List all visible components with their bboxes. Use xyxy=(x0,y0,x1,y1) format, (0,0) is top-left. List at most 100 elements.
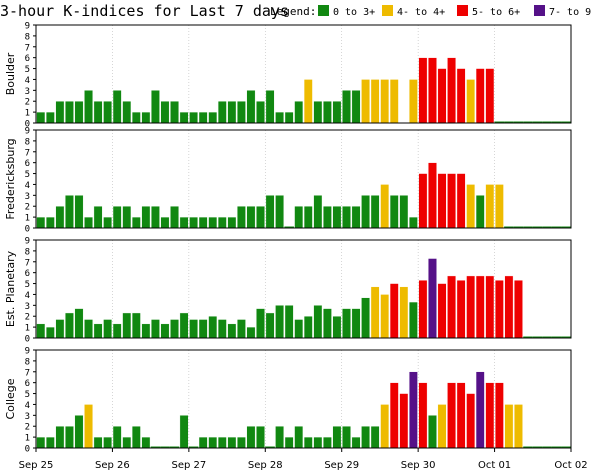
k-index-bar xyxy=(351,90,361,124)
k-index-bar xyxy=(466,184,476,229)
k-index-bar xyxy=(45,111,55,124)
k-index-bar xyxy=(513,226,524,228)
k-index-bar xyxy=(294,206,304,229)
k-index-bar xyxy=(112,206,122,229)
k-index-bar xyxy=(313,305,323,339)
k-index-bar xyxy=(504,121,514,123)
k-index-bar xyxy=(447,57,456,124)
legend-item-label: 5- to 6+ xyxy=(472,7,520,18)
k-index-bar xyxy=(332,206,342,229)
k-index-bar xyxy=(466,79,476,124)
y-tick-label: 6 xyxy=(25,269,30,279)
y-tick-label: 7 xyxy=(25,43,30,53)
k-index-bar xyxy=(389,283,399,339)
k-index-bar xyxy=(122,206,132,229)
k-index-bar xyxy=(93,436,103,449)
k-index-bar xyxy=(561,446,571,448)
legend: 0 to 3+ 4- to 4+ 5- to 6+ 7- to 9 xyxy=(318,5,591,18)
k-index-bar xyxy=(475,371,485,449)
k-index-bar xyxy=(275,195,284,229)
k-index-bar xyxy=(227,216,237,229)
y-tick-label: 2 xyxy=(25,203,30,213)
y-tick-label: 1 xyxy=(25,324,30,334)
y-tick-label: 6 xyxy=(25,159,30,169)
k-index-bar xyxy=(189,216,199,229)
k-index-bar xyxy=(237,436,246,449)
k-index-bar xyxy=(342,90,351,124)
k-index-bar xyxy=(217,216,227,229)
k-index-bar xyxy=(323,101,332,124)
panel-frame xyxy=(35,24,572,124)
k-index-bar xyxy=(342,206,351,229)
k-index-bar xyxy=(380,79,390,124)
y-tick-label: 2 xyxy=(25,423,30,433)
y-tick-label: 7 xyxy=(25,368,30,378)
legend-label: Legend: xyxy=(270,5,316,18)
k-index-bar xyxy=(122,101,132,124)
k-index-bar xyxy=(303,79,313,124)
y-tick-label: 5 xyxy=(25,170,30,180)
k-index-bar xyxy=(456,173,466,229)
k-index-bar xyxy=(55,206,65,229)
k-index-bar xyxy=(408,371,418,449)
k-index-bar xyxy=(485,275,495,339)
k-index-bar xyxy=(523,226,533,228)
k-index-bar xyxy=(151,319,160,339)
k-index-bar xyxy=(265,446,275,448)
k-index-bar xyxy=(399,286,409,339)
k-index-bar xyxy=(494,280,504,339)
k-index-bar xyxy=(36,436,46,449)
k-index-bar xyxy=(523,121,533,123)
k-index-bar xyxy=(217,436,227,449)
k-index-bar xyxy=(514,280,523,339)
k-index-bar xyxy=(179,111,189,124)
k-index-bar xyxy=(256,101,265,124)
k-index-bar xyxy=(246,90,256,124)
k-index-bar xyxy=(466,393,476,449)
k-index-bar xyxy=(303,436,313,449)
k-index-bar xyxy=(74,195,84,229)
k-index-bar xyxy=(160,323,170,339)
k-index-bar xyxy=(389,195,399,229)
k-index-bar xyxy=(456,382,466,449)
k-index-bar xyxy=(475,275,485,339)
k-index-bar xyxy=(532,336,543,338)
k-index-bar xyxy=(36,323,46,339)
k-index-bar xyxy=(342,308,351,339)
k-index-bar xyxy=(303,316,313,339)
legend-swatch xyxy=(318,5,329,16)
k-index-bar xyxy=(313,436,323,449)
k-index-bar xyxy=(84,90,93,124)
k-index-bar xyxy=(551,121,562,123)
k-index-bar xyxy=(542,226,552,228)
k-index-bar xyxy=(65,426,74,449)
k-index-bar xyxy=(93,206,103,229)
k-index-bar xyxy=(351,206,361,229)
k-index-bar xyxy=(170,319,179,339)
y-tick-label: 1 xyxy=(25,214,30,224)
y-tick-label: 2 xyxy=(25,98,30,108)
k-index-bar xyxy=(542,446,552,448)
k-index-bar xyxy=(103,436,113,449)
k-index-bar xyxy=(361,79,370,124)
k-index-bar xyxy=(256,426,265,449)
k-index-bar xyxy=(456,280,466,339)
k-index-bar xyxy=(370,286,380,339)
k-index-bar xyxy=(103,216,113,229)
legend-item-label: 7- to 9 xyxy=(549,7,591,18)
k-index-bar xyxy=(284,436,294,449)
y-tick-label: 8 xyxy=(25,247,30,257)
y-tick-label: 7 xyxy=(25,258,30,268)
k-index-bar xyxy=(265,90,275,124)
k-index-bar xyxy=(131,426,141,449)
k-index-bar xyxy=(275,305,284,339)
k-index-bar xyxy=(141,436,151,449)
station-label: Est. Planetary xyxy=(4,250,17,327)
legend-swatch xyxy=(382,5,393,16)
y-tick-label: 0 xyxy=(25,445,30,455)
k-index-bar xyxy=(428,57,437,124)
y-tick-label: 5 xyxy=(25,280,30,290)
y-tick-label: 9 xyxy=(25,22,30,32)
